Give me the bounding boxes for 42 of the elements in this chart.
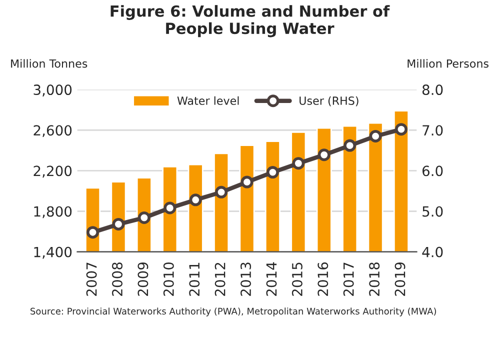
x-tick-label: 2007 (86, 262, 97, 296)
y2-tick-label: 7.0 (422, 125, 443, 136)
point (344, 139, 356, 152)
y2-axis-title: Million Persons (408, 59, 488, 68)
x-tick-label: 2018 (369, 262, 380, 296)
point (318, 148, 330, 162)
point (394, 123, 408, 136)
point (266, 166, 279, 179)
y-tick-label: 2,600 (34, 125, 72, 138)
legend-label: User (RHS) (300, 96, 358, 106)
point (215, 186, 228, 198)
source-note: Source: Provincial Waterworks Authority (PWA), Metropolitan Waterworks Authority (MWA) (30, 308, 436, 316)
x-tick-label: 2008 (112, 262, 123, 296)
y2-tick-label: 4.0 (422, 246, 443, 258)
y2-tick-label: 8.0 (422, 84, 443, 96)
point (138, 211, 150, 224)
x-tick-label: 2016 (318, 262, 328, 296)
x-tick-label: 2017 (343, 262, 354, 296)
y2-tick-label: 6.0 (422, 166, 443, 176)
point (86, 226, 100, 239)
point (292, 157, 305, 170)
chart-title: Figure 6: Volume and Number of People Using Water (110, 5, 390, 38)
y-tick-label: 1,400 (34, 246, 72, 259)
x-tick-label: 2009 (138, 262, 148, 296)
y-tick-label: 1,800 (34, 206, 72, 218)
x-tick-label: 2010 (163, 262, 174, 296)
point (240, 176, 254, 188)
y-tick-label: 3,000 (34, 84, 72, 96)
point (164, 202, 176, 214)
x-tick-label: 2019 (394, 262, 406, 296)
point (189, 194, 202, 206)
legend-label: Water level (177, 96, 239, 105)
x-tick-label: 2011 (189, 262, 200, 296)
y2-tick-label: 5.0 (422, 206, 443, 217)
point (112, 218, 125, 230)
y-tick-label: 2,200 (34, 166, 72, 178)
x-tick-label: 2015 (292, 262, 302, 296)
x-tick-label: 2012 (214, 262, 226, 296)
point (369, 130, 382, 142)
x-tick-label: 2014 (266, 262, 277, 296)
y-axis-title: Million Tonnes (11, 59, 88, 68)
x-tick-label: 2013 (240, 262, 252, 296)
